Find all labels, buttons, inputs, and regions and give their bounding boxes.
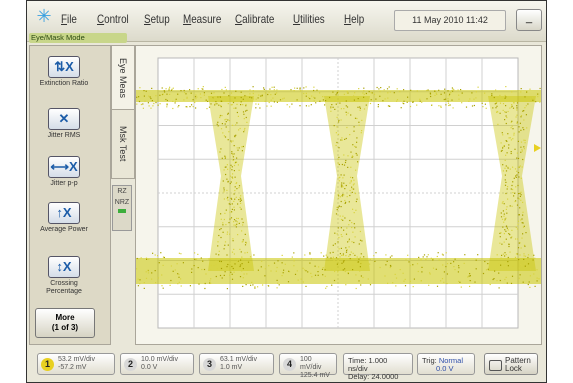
timebase-button[interactable]: Time: 1.000 ns/div Delay: 24.0000 ns xyxy=(343,353,413,382)
crossing-percentage-button[interactable]: ↕X Crossing Percentage xyxy=(36,254,92,302)
trigger-mode: Normal xyxy=(438,356,463,365)
jitter-pp-button[interactable]: ⟷X Jitter p-p xyxy=(36,154,92,202)
jitter-rms-label: Jitter RMS xyxy=(47,132,81,139)
average-power-button[interactable]: ↑X Average Power xyxy=(36,200,92,248)
eye-diagram xyxy=(136,57,543,329)
trigger-button[interactable]: Trig: Normal 0.0 V xyxy=(417,353,475,375)
pattern-lock-button[interactable]: Pattern Lock xyxy=(484,353,538,375)
channel-2-badge: 2 xyxy=(124,358,137,371)
channel-1-badge: 1 xyxy=(41,358,54,371)
menu-utilities[interactable]: Utilities xyxy=(293,12,325,26)
pattern-lock-label: Pattern Lock xyxy=(505,356,531,373)
jitter-pp-label: Jitter p-p xyxy=(50,180,78,187)
average-power-icon: ↑X xyxy=(48,202,80,224)
extinction-ratio-button[interactable]: ⇅X Extinction Ratio xyxy=(36,54,92,102)
rz-label: RZ xyxy=(117,188,127,195)
channel-1-marker xyxy=(534,144,541,152)
scope-window: ✳ File Control Setup Measure Calibrate U… xyxy=(26,0,547,383)
crossing-percentage-icon: ↕X xyxy=(48,256,80,278)
channel-4-offset: 125.4 mV xyxy=(300,372,330,379)
channel-3-offset: 1.0 mV xyxy=(220,364,243,371)
mode-label: Eye/Mask Mode xyxy=(29,33,127,43)
jitter-rms-button[interactable]: ✕ Jitter RMS xyxy=(36,106,92,154)
extinction-ratio-icon: ⇅X xyxy=(48,56,80,78)
channel-2-scale: 10.0 mV/div xyxy=(141,356,178,363)
measurement-sidebar: ⇅X Extinction Ratio ✕ Jitter RMS ⟷X Jitt… xyxy=(29,45,111,345)
nrz-indicator xyxy=(118,209,126,213)
average-power-label: Average Power xyxy=(40,226,88,233)
menu-calibrate[interactable]: Calibrate xyxy=(235,12,275,26)
menu-setup[interactable]: Setup xyxy=(144,12,170,26)
channel-3-button[interactable]: 3 63.1 mV/div 1.0 mV xyxy=(199,353,274,375)
channel-4-button[interactable]: 4 100 mV/div 125.4 mV xyxy=(279,353,337,379)
trigger-label: Trig: xyxy=(422,356,437,365)
tab-eye-meas[interactable]: Eye Meas xyxy=(111,45,135,111)
timebase-scale: Time: 1.000 ns/div xyxy=(348,356,388,373)
tab-mask-test[interactable]: Msk Test xyxy=(111,109,135,179)
timebase-delay: Delay: 24.0000 ns xyxy=(348,372,399,383)
channel-4-scale: 100 mV/div xyxy=(300,356,322,371)
more-button[interactable]: More (1 of 3) xyxy=(35,308,95,338)
channel-3-badge: 3 xyxy=(203,358,216,371)
channel-1-button[interactable]: 1 53.2 mV/div -57.2 mV xyxy=(37,353,115,375)
crossing-percentage-label: Crossing Percentage xyxy=(46,280,82,295)
trigger-level: 0.0 V xyxy=(436,364,454,373)
minimize-button[interactable]: _ xyxy=(516,9,542,31)
channel-1-offset: -57.2 mV xyxy=(58,364,87,371)
extinction-ratio-label: Extinction Ratio xyxy=(39,80,89,87)
rz-nrz-switch[interactable]: RZ NRZ xyxy=(112,185,132,231)
channel-4-badge: 4 xyxy=(283,358,296,371)
pattern-lock-icon xyxy=(489,360,502,371)
status-bar: 1 53.2 mV/div -57.2 mV 2 10.0 mV/div 0.0… xyxy=(29,349,546,382)
channel-3-scale: 63.1 mV/div xyxy=(220,356,257,363)
menu-help[interactable]: Help xyxy=(344,12,365,26)
agilent-logo-icon: ✳ xyxy=(36,6,52,26)
nrz-label: NRZ xyxy=(114,199,130,206)
channel-2-button[interactable]: 2 10.0 mV/div 0.0 V xyxy=(120,353,194,375)
eye-trace xyxy=(136,86,543,290)
menu-file[interactable]: File xyxy=(61,12,77,26)
date-time-display: 11 May 2010 11:42 xyxy=(394,10,506,31)
channel-1-scale: 53.2 mV/div xyxy=(58,356,95,363)
jitter-pp-icon: ⟷X xyxy=(48,156,80,178)
waveform-display[interactable] xyxy=(135,45,543,345)
menu-control[interactable]: Control xyxy=(97,12,129,26)
channel-2-offset: 0.0 V xyxy=(141,364,158,371)
menu-measure[interactable]: Measure xyxy=(183,12,222,26)
jitter-rms-icon: ✕ xyxy=(48,108,80,130)
